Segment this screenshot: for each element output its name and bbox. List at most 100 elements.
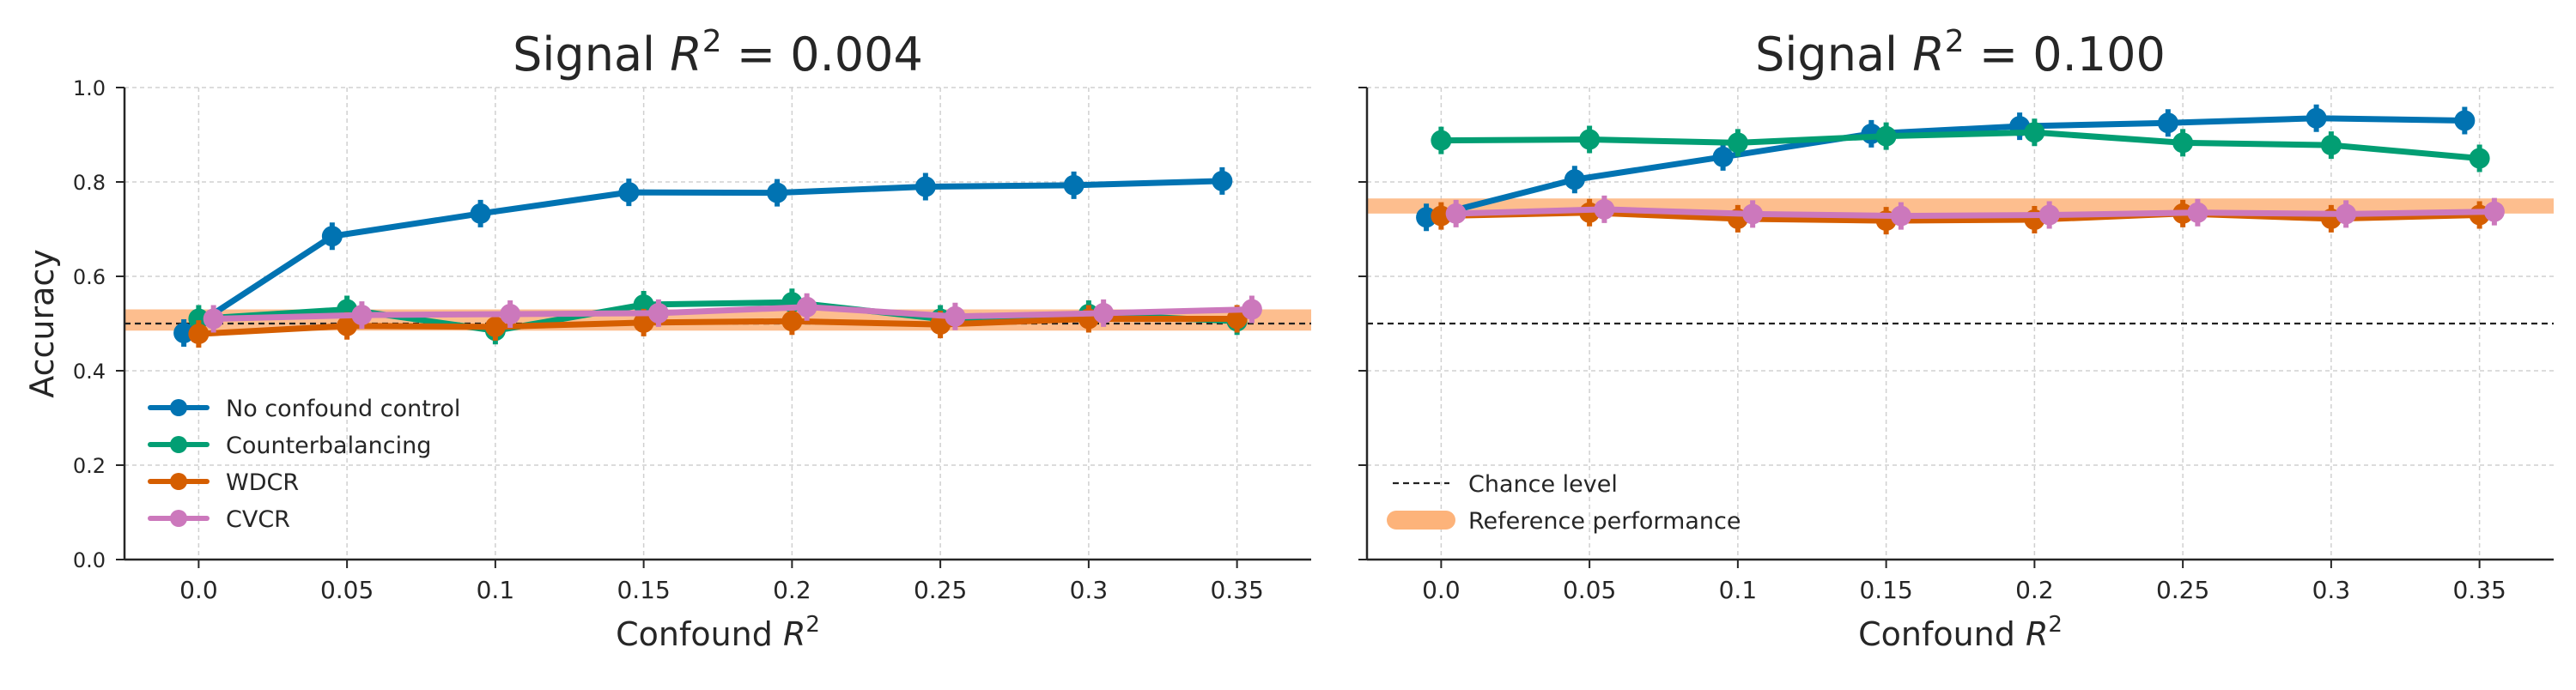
data-point [2320,135,2342,156]
y-tick-label: 0.0 [73,548,106,572]
xlabel-symbol: R [783,615,805,653]
series-wdcr [188,305,1248,348]
xlabel-superscript: 2 [805,612,820,638]
data-point [781,311,803,332]
legend-label: WDCR [226,469,299,496]
data-point [2038,204,2060,226]
xlabel-space [773,615,783,653]
series-no-confound-control [173,166,1233,347]
y-tick-label: 0.6 [73,265,106,289]
x-tick-label: 0.05 [320,576,374,604]
x-axis-label: Confound R2 [616,612,820,653]
x-tick-label: 0.1 [1719,576,1758,604]
series-line [1437,129,2483,161]
x-tick-label: 0.0 [1422,576,1461,604]
data-point [2483,201,2505,222]
data-point [1712,146,1734,167]
legend-entry: Reference performance [1387,508,1741,535]
x-tick-label: 0.15 [1859,576,1912,604]
title-prefix: Signal [513,27,655,82]
data-point [500,304,521,324]
legend-label: No confound control [226,396,460,422]
x-tick-label: 0.25 [914,576,967,604]
series-line [180,178,1225,336]
series-cvcr [203,293,1262,333]
data-point [2306,107,2327,129]
chart-panel-1: 0.0 0.2 0.4 0.6 0.8 1.0 0.0 0.05 0.1 0.15 0.2 0.25 0… [23,24,1311,653]
series-line [210,304,1255,322]
x-tick-label: 0.3 [1070,576,1109,604]
chart-title: Signal R2 = 0.004 [513,24,923,82]
data-point [337,315,358,336]
xlabel-symbol: R [2026,615,2048,653]
data-point [203,308,224,330]
legend-entry: No confound control [148,396,460,422]
legend-entry: WDCR [148,469,299,496]
legend-marker [170,510,187,527]
data-point [1093,302,1115,324]
series-line [1453,206,2498,220]
x-axis-label: Confound R2 [1858,612,2063,653]
title-superscript: 2 [702,24,722,59]
data-point [1226,308,1248,330]
legend-marker [170,436,187,453]
data-point [914,176,936,197]
series-line [195,316,1241,337]
data-point [1742,203,1764,225]
series-line [1437,209,2483,224]
data-point [767,182,788,203]
title-value: = 0.004 [722,27,923,82]
legend-entry: CVCR [148,506,290,533]
y-tick-label: 0.2 [73,454,106,478]
data-point [2172,132,2194,154]
title-space [1898,27,1912,82]
data-point [796,296,817,318]
legend-label: Reference performance [1468,508,1741,535]
x-tick-label: 0.0 [179,576,218,604]
data-point [1431,130,1452,151]
title-space [655,27,670,82]
x-tick-label: 0.05 [1563,576,1616,604]
y-tick-label: 0.8 [73,171,106,195]
data-point [1416,207,1437,228]
x-tick-label: 0.35 [1210,576,1263,604]
chart-title: Signal R2 = 0.100 [1755,24,2166,82]
data-point [1212,170,1233,191]
data-point [1564,169,1585,191]
series-line [1423,115,2468,221]
legend-label: CVCR [226,506,290,533]
data-point [188,308,210,330]
xlabel-space [2015,615,2026,653]
xlabel-prefix: Confound [616,615,773,653]
title-symbol: R [1912,27,1945,82]
x-tick-label: 0.35 [2452,576,2506,604]
xlabel-superscript: 2 [2048,612,2063,638]
x-tick-label: 0.2 [2015,576,2054,604]
title-prefix: Signal [1755,27,1898,82]
data-point [484,316,506,337]
data-point [2336,203,2357,225]
data-point [1445,203,1467,224]
x-tick-label: 0.3 [2312,576,2351,604]
y-tick-label: 1.0 [73,76,106,100]
data-point [1063,174,1084,196]
legend-label: Chance level [1468,471,1618,498]
data-point [1890,205,1911,227]
data-point [2187,202,2208,223]
data-point [1875,125,1897,147]
data-point [1727,132,1748,154]
x-tick-label: 0.15 [617,576,670,604]
data-point [618,182,640,203]
y-axis-label: Accuracy [23,249,61,398]
x-tick-label: 0.25 [2156,576,2209,604]
data-point [1579,129,1601,150]
data-point [321,226,343,247]
x-tick-label: 0.2 [773,576,811,604]
data-point [1241,299,1262,320]
legend-label: Counterbalancing [226,433,431,459]
data-point [470,203,491,224]
legend-entry: Counterbalancing [148,433,431,459]
legend-marker [170,473,187,490]
